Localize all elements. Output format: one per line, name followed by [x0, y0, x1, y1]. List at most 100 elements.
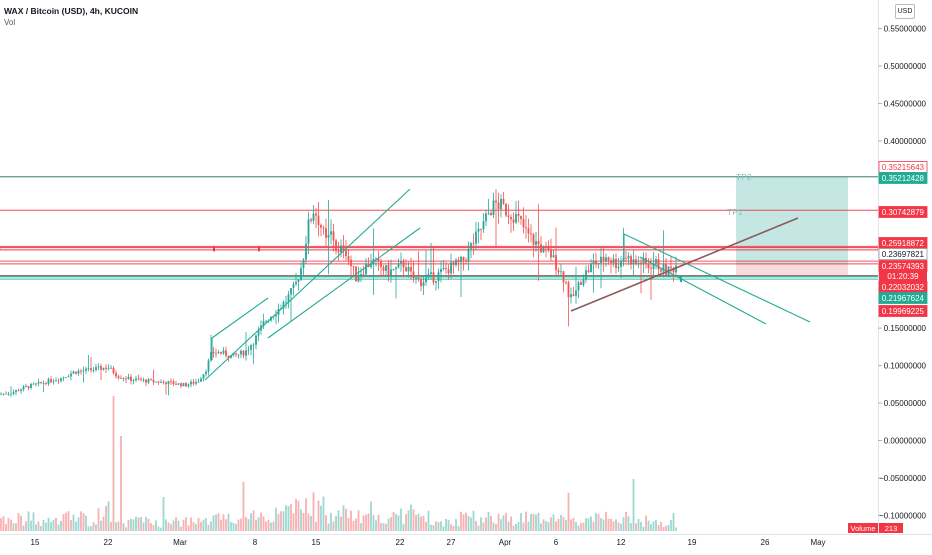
y-tick-label: −0.10000000 — [879, 511, 926, 520]
volume-bar — [370, 501, 372, 531]
volume-bar — [610, 518, 612, 531]
volume-bar — [90, 526, 92, 531]
candle-body — [157, 381, 160, 383]
price-label-box — [878, 305, 928, 317]
volume-bar — [500, 519, 502, 531]
volume-bar — [115, 522, 117, 531]
candle-body — [387, 265, 390, 276]
volume-bar — [590, 516, 592, 531]
volume-bar — [82, 513, 85, 531]
volume-bar — [140, 517, 142, 531]
candle-body — [375, 258, 377, 260]
tp2-annotation: TP2 — [736, 172, 752, 182]
volume-bar — [377, 514, 380, 531]
volume-bar — [110, 522, 112, 531]
volume-bar — [187, 525, 190, 531]
y-tick-label: 0.10000000 — [884, 362, 927, 371]
volume-bar — [130, 518, 132, 531]
volume-bar — [232, 522, 235, 531]
volume-bar — [222, 514, 225, 531]
volume-bar — [212, 515, 215, 531]
candle-body — [385, 265, 387, 271]
x-tick-label: 22 — [396, 538, 405, 547]
volume-bar — [440, 521, 442, 531]
candle-body — [342, 245, 345, 250]
x-tick-label: Apr — [499, 538, 512, 547]
volume-bar — [102, 516, 105, 531]
volume-bar — [435, 521, 437, 531]
volume-bar — [47, 517, 50, 531]
candle-body — [17, 390, 20, 392]
candle-body — [180, 383, 182, 387]
candle-body — [42, 382, 45, 384]
volume-bar — [120, 436, 122, 531]
candle-body — [662, 264, 665, 272]
candle-body — [637, 262, 640, 265]
candle-body — [350, 259, 352, 267]
candle-body — [582, 279, 585, 285]
ascending-support-line — [570, 217, 799, 312]
candle-body — [627, 256, 630, 259]
candle-body — [137, 378, 140, 380]
candle-body — [567, 282, 570, 298]
candle-body — [307, 219, 310, 244]
candle-body — [407, 267, 410, 272]
candle-body — [87, 368, 90, 370]
currency-badge[interactable]: USD — [895, 4, 915, 19]
volume-bar — [277, 514, 280, 531]
candle-body — [422, 282, 425, 287]
candle-body — [67, 376, 70, 378]
candle-body — [175, 384, 177, 385]
volume-bar — [337, 510, 340, 531]
trend-channel-mid — [211, 297, 269, 339]
volume-bar — [332, 521, 335, 531]
candle-body — [300, 268, 302, 280]
candle-body — [547, 247, 550, 250]
volume-bar — [575, 521, 577, 531]
price-label-box — [878, 206, 928, 218]
volume-bar — [542, 519, 545, 531]
candle-body — [552, 255, 555, 258]
candle-body — [580, 282, 582, 285]
candle-body — [107, 368, 110, 369]
volume-bar — [347, 517, 350, 531]
candle-body — [102, 367, 105, 370]
candle-body — [222, 350, 225, 354]
candle-body — [665, 264, 667, 276]
candle-body — [122, 378, 125, 380]
level-marker — [213, 246, 215, 252]
volume-bar — [15, 523, 17, 531]
volume-bar — [622, 517, 625, 531]
candle-body — [152, 379, 155, 383]
candle-body — [647, 264, 650, 268]
candle-body — [585, 270, 587, 280]
candle-body — [45, 382, 47, 384]
candle-body — [255, 335, 257, 345]
candle-body — [430, 272, 432, 274]
candle-body — [577, 282, 580, 291]
volume-bar — [595, 513, 597, 531]
candle-body — [187, 384, 190, 387]
candle-body — [30, 384, 32, 388]
candle-body — [645, 257, 647, 265]
candle-body — [402, 261, 405, 268]
volume-bar — [352, 520, 355, 531]
volume-bar — [360, 523, 362, 531]
volume-bar — [472, 510, 475, 531]
volume-bar — [32, 512, 35, 531]
candle-body — [120, 377, 122, 379]
volume-bar — [367, 513, 370, 531]
volume-bar — [422, 515, 425, 531]
volume-bar — [445, 518, 447, 531]
candle-body — [142, 379, 145, 381]
volume-bar — [162, 496, 165, 531]
candle-body — [80, 370, 82, 372]
volume-bar — [305, 498, 307, 531]
candle-body — [412, 271, 415, 278]
candle-body — [597, 262, 600, 264]
volume-bar — [397, 515, 400, 531]
volume-bar — [287, 506, 290, 531]
candle-body — [265, 320, 267, 322]
